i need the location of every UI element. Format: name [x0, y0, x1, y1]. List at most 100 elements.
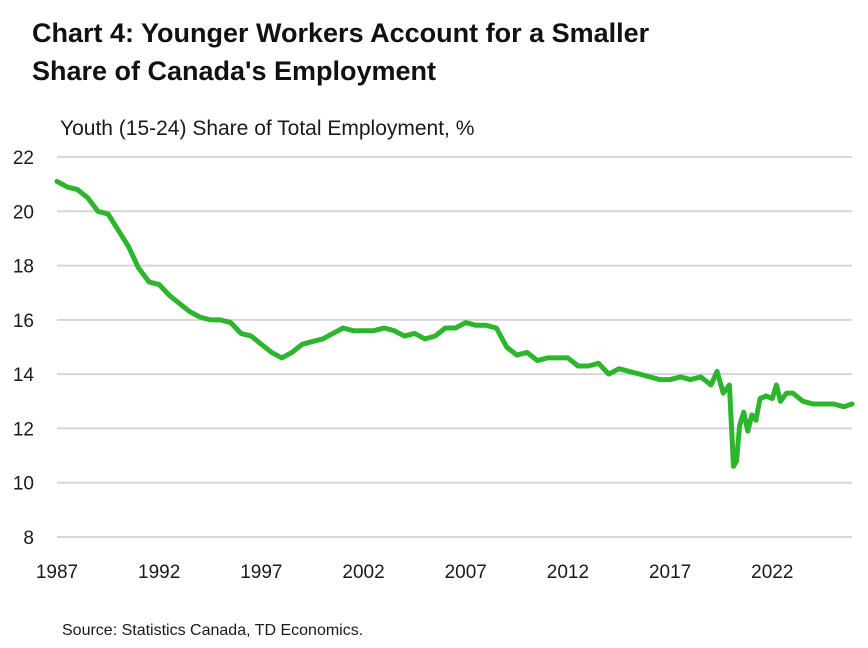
data-point [750, 413, 753, 416]
chart-title-line-2: Share of Canada's Employment [32, 56, 437, 86]
data-point [597, 362, 600, 365]
data-point [148, 280, 150, 283]
data-point [291, 351, 293, 354]
x-tick-label: 2002 [342, 562, 384, 583]
data-point [178, 302, 181, 305]
data-point [628, 370, 631, 373]
data-point [716, 370, 719, 373]
chart-title-line-1: Chart 4: Younger Workers Account for a S… [32, 18, 650, 48]
data-point [475, 324, 477, 327]
data-point [851, 403, 853, 405]
data-point [779, 400, 782, 403]
data-point [728, 384, 731, 386]
data-point [56, 180, 58, 183]
gridlines [57, 156, 852, 538]
data-point [536, 359, 539, 362]
data-point [168, 294, 171, 297]
data-point [239, 332, 242, 335]
data-point [260, 343, 263, 346]
data-point [775, 384, 778, 386]
data-point [209, 318, 212, 321]
data-point [372, 329, 375, 332]
data-point [638, 373, 641, 376]
data-point [832, 403, 835, 405]
data-point [280, 356, 283, 359]
x-tick-label: 2007 [445, 562, 487, 583]
data-point [732, 465, 735, 468]
source-note: Source: Statistics Canada, TD Economics. [62, 622, 364, 639]
series-group [54, 178, 855, 469]
data-point [735, 460, 738, 462]
data-point [738, 424, 741, 427]
data-point [423, 337, 426, 340]
x-tick-label: 2022 [751, 562, 793, 583]
data-point [526, 351, 529, 354]
data-point [86, 196, 89, 199]
data-point [270, 351, 273, 354]
data-point [765, 394, 768, 397]
x-axis-ticks: 1987 1992 1997 2002 2007 2012 2017 2022 [36, 562, 794, 583]
data-point [413, 332, 416, 335]
x-tick-label: 1987 [36, 562, 78, 583]
data-point [485, 324, 488, 327]
data-point [566, 356, 569, 359]
data-point [342, 327, 345, 329]
data-point [188, 310, 191, 313]
data-point [137, 267, 140, 270]
data-point [76, 188, 79, 191]
data-point [229, 321, 232, 324]
data-point [96, 210, 99, 213]
y-tick-label: 10 [13, 474, 34, 495]
data-point [759, 397, 761, 400]
data-point [393, 329, 396, 332]
data-point [822, 403, 825, 405]
data-point [127, 245, 130, 248]
data-point [66, 185, 69, 188]
data-point [812, 403, 815, 405]
chart-title: Chart 4: Younger Workers Account for a S… [32, 14, 852, 90]
data-point [311, 340, 314, 343]
y-axis-ticks: 8 10 12 14 16 18 20 22 [13, 148, 35, 549]
data-point [454, 327, 457, 329]
data-point [679, 375, 682, 378]
data-point [754, 419, 757, 422]
data-point [107, 213, 110, 215]
data-point [618, 367, 620, 370]
data-point [383, 327, 385, 329]
data-point [669, 378, 672, 381]
series-line [54, 178, 855, 469]
y-tick-label: 12 [13, 419, 34, 440]
data-point [658, 378, 661, 381]
y-tick-label: 20 [13, 202, 34, 223]
data-point [556, 356, 559, 359]
x-tick-label: 2017 [649, 562, 691, 583]
data-point [710, 384, 712, 386]
data-point [505, 346, 508, 348]
x-tick-label: 1997 [240, 562, 282, 583]
data-point [403, 335, 406, 338]
data-point [515, 354, 518, 357]
data-point [607, 373, 610, 376]
y-axis-label: Youth (15-24) Share of Total Employment,… [60, 117, 474, 140]
data-point [577, 365, 580, 367]
data-point [842, 405, 845, 408]
data-point [722, 392, 725, 395]
x-tick-label: 1992 [138, 562, 180, 583]
data-point [301, 343, 304, 346]
data-point [699, 375, 702, 378]
y-tick-label: 16 [13, 311, 34, 332]
data-point [158, 283, 161, 286]
data-point [587, 365, 590, 367]
data-point [250, 335, 253, 338]
data-point [742, 411, 745, 414]
data-point [771, 397, 774, 400]
x-tick-label: 2012 [547, 562, 589, 583]
data-point [689, 378, 692, 381]
data-point [791, 392, 794, 395]
y-tick-label: 18 [13, 257, 34, 278]
data-point [434, 335, 437, 338]
y-tick-label: 22 [13, 148, 34, 169]
y-tick-label: 8 [23, 528, 34, 549]
line-chart: Youth (15-24) Share of Total Employment,… [13, 117, 855, 583]
data-point [785, 392, 788, 395]
